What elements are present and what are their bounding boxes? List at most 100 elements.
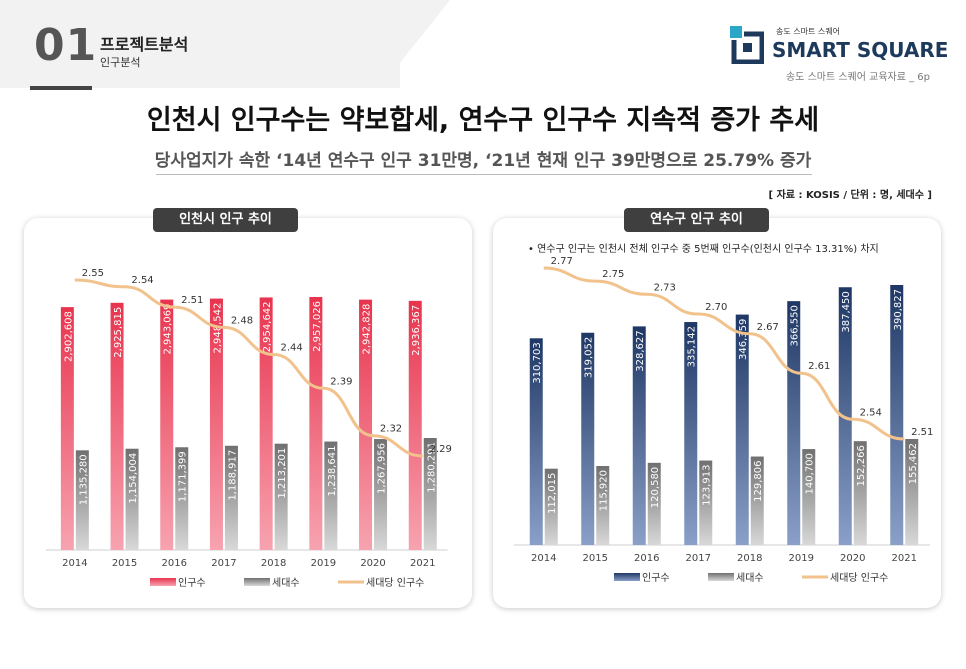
incheon-population-label: 2,902,608 [63,311,74,362]
logo-main-text: SMART SQUARE [772,38,949,62]
yeonsu-household-bar [750,456,764,545]
incheon-population-bar [209,298,223,550]
incheon-household-bar [75,450,89,550]
incheon-population-bar [160,299,174,550]
incheon-per-household-label: 2.54 [131,275,153,286]
incheon-household-label: 1,171,399 [178,451,189,502]
incheon-population-label: 2,957,026 [312,301,323,352]
yeonsu-x-tick-label: 2019 [789,553,814,564]
yeonsu-household-bar [647,462,661,545]
incheon-household-label: 1,188,917 [227,450,238,501]
yeonsu-household-label: 112,015 [547,473,558,514]
incheon-population-label: 2,943,069 [163,304,174,355]
incheon-per-household-line [74,278,423,458]
yeonsu-legend-label: 세대수 [736,572,764,584]
incheon-household-bar [423,438,437,550]
yeonsu-x-tick-label: 2014 [531,553,556,564]
incheon-legend-swatch [150,578,176,586]
yeonsu-x-tick-label: 2017 [686,553,711,564]
header-gray-slant [380,0,450,88]
yeonsu-legend-label: 인구수 [642,572,670,584]
yeonsu-population-label: 328,627 [635,330,646,371]
yeonsu-per-household-line [543,266,905,441]
yeonsu-population-bar [581,332,595,545]
yeonsu-household-label: 123,913 [702,465,713,506]
yeonsu-population-bar [787,301,801,545]
incheon-legend-swatch [244,578,270,586]
incheon-population-bar [309,297,323,550]
yeonsu-per-household-label: 2.73 [654,282,676,293]
yeonsu-household-label: 115,920 [599,470,610,511]
yeonsu-population-label: 310,703 [532,342,543,383]
yeonsu-x-tick-label: 2018 [737,553,762,564]
incheon-population-label: 2,954,642 [262,301,273,352]
incheon-legend-label: 세대당 인구수 [366,577,424,589]
logo-caption: 송도 스마트 스퀘어 교육자료 _ 6p [785,72,930,83]
yeonsu-population-label: 390,827 [893,289,904,330]
yeonsu-household-bar [905,439,919,545]
yeonsu-population-bar [632,326,646,545]
title-divider [156,174,812,175]
incheon-x-tick-label: 2019 [311,558,336,569]
incheon-per-household-label: 2.44 [281,342,303,353]
yeonsu-per-household-label: 2.51 [911,427,933,438]
incheon-population-bar [359,299,373,550]
yeonsu-x-tick-label: 2020 [840,553,865,564]
incheon-household-bar [175,447,189,550]
yeonsu-x-tick-label: 2015 [583,553,608,564]
yeonsu-population-label: 319,052 [584,337,595,378]
logo-small-text: 송도 스마트 스퀘어 [776,27,840,36]
incheon-household-bar [324,441,338,550]
yeonsu-per-household-label: 2.67 [757,322,779,333]
yeonsu-household-label: 152,266 [856,445,867,486]
yeonsu-per-household-label: 2.77 [551,256,573,267]
header-gray-block [0,0,400,88]
yeonsu-legend-label: 세대당 인구수 [830,572,888,584]
incheon-per-household-label: 2.51 [181,295,203,306]
yeonsu-per-household-label: 2.54 [860,407,882,418]
yeonsu-household-bar [802,449,816,545]
yeonsu-chart-note: • 연수구 인구는 인천시 전체 인구수 중 5번째 인구수(인천시 인구수 1… [528,244,879,255]
incheon-household-bar [224,445,238,550]
yeonsu-x-tick-label: 2016 [634,553,659,564]
incheon-household-label: 1,154,004 [128,453,139,504]
incheon-per-household-label: 2.29 [430,444,452,455]
incheon-legend-label: 세대수 [272,577,300,589]
incheon-household-label: 1,213,201 [277,448,288,499]
incheon-population-bar [259,297,273,550]
incheon-population-bar [408,300,422,550]
yeonsu-per-household-label: 2.61 [808,361,830,372]
incheon-household-bar [274,443,288,550]
yeonsu-legend-swatch [708,573,734,581]
incheon-per-household-label: 2.39 [330,376,352,387]
smart-square-logo-icon [730,26,764,64]
incheon-household-bar [125,448,139,550]
yeonsu-population-label: 366,550 [790,305,801,346]
page-subtitle: 당사업지가 속한 ‘14년 연수구 인구 31만명, ‘21년 현재 인구 39… [154,151,812,171]
yeonsu-population-label: 387,450 [841,291,852,332]
incheon-population-bar [110,302,124,550]
section-subtitle: 인구분석 [100,56,141,69]
incheon-chart-title: 인천시 인구 추이 [153,208,298,232]
yeonsu-household-label: 155,462 [908,443,919,484]
yeonsu-household-bar [853,441,867,545]
incheon-legend-label: 인구수 [178,577,206,589]
incheon-x-tick-label: 2016 [162,558,187,569]
incheon-household-bar [374,439,388,550]
yeonsu-household-label: 120,580 [650,467,661,508]
yeonsu-population-bar [684,322,698,545]
page-title: 인천시 인구수는 약보합세, 연수구 인구수 지속적 증가 추세 [146,105,820,136]
incheon-per-household-label: 2.32 [380,424,402,435]
yeonsu-per-household-label: 2.70 [705,302,727,313]
incheon-x-tick-label: 2014 [62,558,87,569]
yeonsu-household-bar [544,468,558,545]
incheon-population-label: 2,942,828 [362,304,373,355]
source-note: [ 자료 : KOSIS / 단위 : 명, 세대수 ] [768,190,932,201]
incheon-x-tick-label: 2020 [360,558,385,569]
yeonsu-per-household-label: 2.75 [602,269,624,280]
yeonsu-population-bar [529,338,543,545]
incheon-x-tick-label: 2018 [261,558,286,569]
incheon-per-household-label: 2.55 [82,268,104,279]
yeonsu-population-bar [735,314,749,545]
